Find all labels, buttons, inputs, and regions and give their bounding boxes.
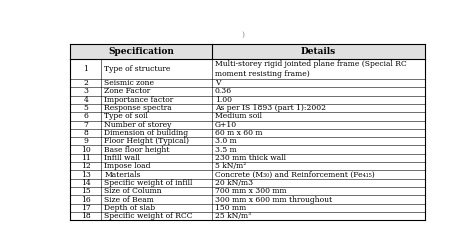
Bar <box>70 145 425 154</box>
Text: 150 mm: 150 mm <box>215 204 246 212</box>
Bar <box>70 112 425 120</box>
Text: 3.5 m: 3.5 m <box>215 146 237 154</box>
Text: Details: Details <box>301 47 336 56</box>
Bar <box>70 212 425 220</box>
Text: 6: 6 <box>83 112 88 120</box>
Text: Materials: Materials <box>104 171 141 179</box>
Text: Specific weight of infill: Specific weight of infill <box>104 179 193 187</box>
Text: 5 kN/m²: 5 kN/m² <box>215 162 246 170</box>
Text: 7: 7 <box>83 121 88 129</box>
Text: 11: 11 <box>81 154 91 162</box>
Text: Specific weight of RCC: Specific weight of RCC <box>104 212 193 220</box>
Text: G+10: G+10 <box>215 121 237 129</box>
Text: 5: 5 <box>83 104 88 112</box>
Text: Infill wall: Infill wall <box>104 154 140 162</box>
Text: Impose load: Impose load <box>104 162 151 170</box>
Text: 60 m x 60 m: 60 m x 60 m <box>215 129 262 137</box>
Bar <box>70 195 425 204</box>
Bar <box>70 44 425 59</box>
Text: V: V <box>215 79 220 87</box>
Text: Depth of slab: Depth of slab <box>104 204 155 212</box>
Text: 15: 15 <box>81 187 91 195</box>
Text: 4: 4 <box>83 96 88 104</box>
Bar <box>70 187 425 195</box>
Text: ): ) <box>241 31 245 39</box>
Text: Response spectra: Response spectra <box>104 104 172 112</box>
Text: Number of storey: Number of storey <box>104 121 172 129</box>
Text: Importance factor: Importance factor <box>104 96 173 104</box>
Text: Dimension of building: Dimension of building <box>104 129 189 137</box>
Bar <box>70 170 425 179</box>
Text: 10: 10 <box>81 146 91 154</box>
Bar <box>70 137 425 145</box>
Text: 3.0 m: 3.0 m <box>215 137 237 145</box>
Text: 18: 18 <box>81 212 91 220</box>
Text: 16: 16 <box>81 196 91 204</box>
Text: Base floor height: Base floor height <box>104 146 170 154</box>
Text: 300 mm x 600 mm throughout: 300 mm x 600 mm throughout <box>215 196 332 204</box>
Text: 1.00: 1.00 <box>215 96 232 104</box>
Text: 13: 13 <box>81 171 91 179</box>
Text: 25 kN/m³: 25 kN/m³ <box>215 212 251 220</box>
Bar <box>70 129 425 137</box>
Text: Size of Beam: Size of Beam <box>104 196 155 204</box>
Text: Size of Column: Size of Column <box>104 187 162 195</box>
Text: Concrete (M₃₀) and Reinforcement (Fe₄₁₅): Concrete (M₃₀) and Reinforcement (Fe₄₁₅) <box>215 171 374 179</box>
Bar <box>70 179 425 187</box>
Bar <box>70 96 425 104</box>
Text: 9: 9 <box>83 137 88 145</box>
Bar <box>70 87 425 96</box>
Bar <box>70 104 425 112</box>
Text: 2: 2 <box>83 79 88 87</box>
Bar <box>70 204 425 212</box>
Text: Type of soil: Type of soil <box>104 112 148 120</box>
Text: 3: 3 <box>83 87 88 95</box>
Text: Seismic zone: Seismic zone <box>104 79 155 87</box>
Text: Specification: Specification <box>108 47 174 56</box>
Bar <box>70 59 425 79</box>
Text: 700 mm x 300 mm: 700 mm x 300 mm <box>215 187 286 195</box>
Bar <box>70 154 425 162</box>
Text: Floor Height (Typical): Floor Height (Typical) <box>104 137 190 145</box>
Text: As per IS 1893 (part 1):2002: As per IS 1893 (part 1):2002 <box>215 104 326 112</box>
Text: Zone Factor: Zone Factor <box>104 87 151 95</box>
Text: 14: 14 <box>81 179 91 187</box>
Text: 12: 12 <box>81 162 91 170</box>
Text: 0.36: 0.36 <box>215 87 232 95</box>
Text: 20 kN/m3: 20 kN/m3 <box>215 179 253 187</box>
Text: Type of structure: Type of structure <box>104 65 171 73</box>
Text: 1: 1 <box>83 65 88 73</box>
Bar <box>70 162 425 170</box>
Bar <box>70 79 425 87</box>
Text: 8: 8 <box>83 129 88 137</box>
Text: Multi-storey rigid jointed plane frame (Special RC
moment resisting frame): Multi-storey rigid jointed plane frame (… <box>215 60 406 78</box>
Text: 17: 17 <box>81 204 91 212</box>
Bar <box>70 120 425 129</box>
Text: 230 mm thick wall: 230 mm thick wall <box>215 154 286 162</box>
Text: Medium soil: Medium soil <box>215 112 262 120</box>
